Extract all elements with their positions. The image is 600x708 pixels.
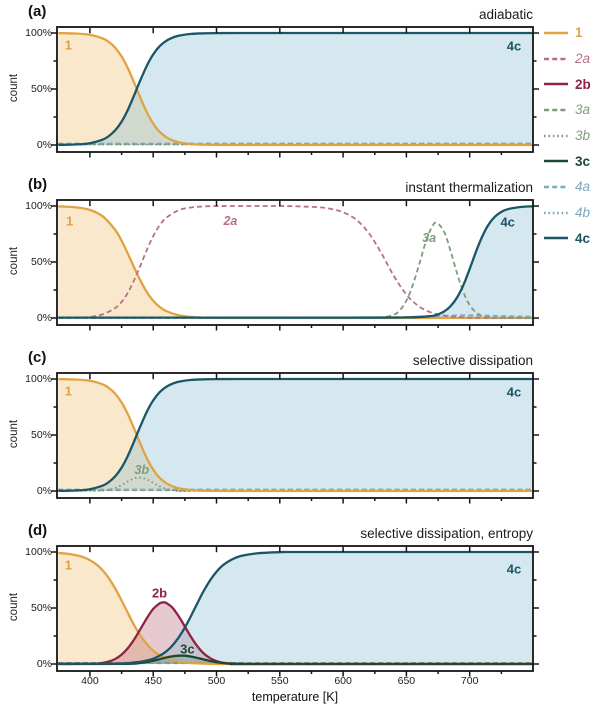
curve-1: [58, 377, 533, 493]
legend-label-2b: 2b: [575, 76, 591, 92]
panel-title-a: adiabatic: [478, 7, 533, 22]
y-tick-label: 50%: [30, 256, 52, 268]
legend-label-2a: 2a: [575, 51, 591, 67]
legend-swatch-3a: [544, 108, 568, 112]
panel-b-plot: [51, 199, 539, 331]
curve-4c: [58, 205, 534, 319]
curve-label-4c-a: 4c: [506, 38, 522, 54]
panel-label-b: (b): [28, 176, 48, 193]
x-tick-label: 500: [207, 675, 226, 687]
y-tick-label: 100%: [25, 373, 52, 385]
area-4c: [58, 206, 534, 318]
curve-label-4c-c: 4c: [506, 384, 522, 400]
x-tick-label: 700: [460, 675, 479, 687]
legend-label-4b: 4b: [575, 205, 591, 221]
curve-label-1-b: 1: [66, 213, 74, 229]
y-tick-label: 50%: [30, 83, 52, 95]
legend-item-4a: 4a: [543, 174, 591, 200]
legend-item-4b: 4b: [543, 200, 591, 226]
curve-label-2b-d: 2b: [151, 585, 168, 601]
y-tick-label: 100%: [25, 27, 52, 39]
legend-item-3c: 3c: [543, 148, 591, 174]
panel-title-c: selective dissipation: [412, 353, 533, 368]
y-tick-label: 50%: [30, 429, 52, 441]
x-tick-label: 450: [144, 675, 162, 687]
x-tick-label: 400: [81, 675, 99, 687]
panel-label-c: (c): [28, 349, 47, 366]
curve-2a: [58, 205, 534, 319]
curve-4c: [58, 550, 533, 665]
panel-a-plot: [51, 26, 539, 158]
legend-label-1: 1: [575, 25, 583, 41]
area-4c: [58, 33, 534, 145]
legend-swatch-2b: [544, 82, 568, 86]
area-4c: [58, 379, 534, 491]
panel-label-d: (d): [28, 522, 48, 539]
legend-swatch-1: [544, 31, 568, 35]
y-tick-label: 100%: [25, 546, 52, 558]
legend-swatch-4a: [544, 185, 568, 189]
curve-4c: [58, 377, 533, 493]
area-1: [58, 552, 534, 664]
y-tick-label: 50%: [30, 602, 52, 614]
legend-item-1: 1: [543, 20, 591, 46]
legend-label-4a: 4a: [575, 179, 591, 195]
y-tick-label: 0%: [36, 658, 52, 670]
legend-swatch-4c: [544, 237, 568, 240]
legend-swatch-4b: [544, 211, 568, 214]
curve-1: [58, 551, 533, 666]
legend-swatch-3c: [544, 159, 568, 163]
legend-item-3b: 3b: [543, 123, 591, 149]
curve-label-1-c: 1: [64, 383, 73, 399]
x-tick-label: 650: [397, 675, 416, 687]
legend-item-2a: 2a: [543, 46, 591, 72]
curve-label-4c-d: 4c: [506, 561, 522, 577]
legend-swatch-2a: [544, 57, 568, 60]
area-2b: [58, 602, 534, 664]
curve-label-3c-d: 3c: [180, 641, 195, 657]
legend-label-3a: 3a: [575, 102, 591, 118]
curve-label-1-a: 1: [64, 37, 73, 53]
area-1: [58, 379, 534, 491]
y-tick-label: 100%: [25, 200, 52, 212]
legend-item-4c: 4c: [543, 226, 591, 252]
curve-label-1-d: 1: [64, 557, 73, 573]
legend-label-4c: 4c: [575, 230, 591, 246]
y-tick-label: 0%: [36, 485, 52, 497]
legend: 1 2a 2b 3a 3b 3c 4a 4b 4c: [543, 20, 591, 251]
area-4c: [58, 552, 534, 664]
curve-label-2a-b: 2a: [223, 213, 238, 228]
area-1: [58, 33, 534, 145]
legend-label-3c: 3c: [575, 153, 591, 169]
curve-1: [58, 31, 533, 147]
curve-3b: [58, 476, 533, 492]
legend-label-3b: 3b: [575, 128, 591, 144]
curve-label-3a-b: 3a: [422, 231, 437, 246]
curve-4c: [58, 31, 533, 147]
panel-title-d: selective dissipation, entropy: [360, 526, 533, 541]
curve-3c: [58, 654, 533, 666]
legend-swatch-3b: [544, 134, 568, 137]
area-1: [58, 206, 534, 318]
y-tick-label: 0%: [36, 312, 52, 324]
x-tick-label: 550: [271, 675, 289, 687]
curve-label-3b-c: 3b: [134, 462, 150, 477]
legend-item-2b: 2b: [543, 71, 591, 97]
panel-label-a: (a): [28, 3, 47, 20]
panel-d-plot: [51, 545, 539, 677]
x-axis-label: temperature [K]: [251, 690, 339, 704]
curve-label-4c-b: 4c: [500, 214, 515, 230]
y-tick-label: 0%: [36, 139, 52, 151]
panel-c-plot: [51, 372, 539, 504]
panel-title-b: instant thermalization: [405, 180, 533, 195]
x-tick-label: 600: [334, 675, 352, 687]
legend-item-3a: 3a: [543, 97, 591, 123]
